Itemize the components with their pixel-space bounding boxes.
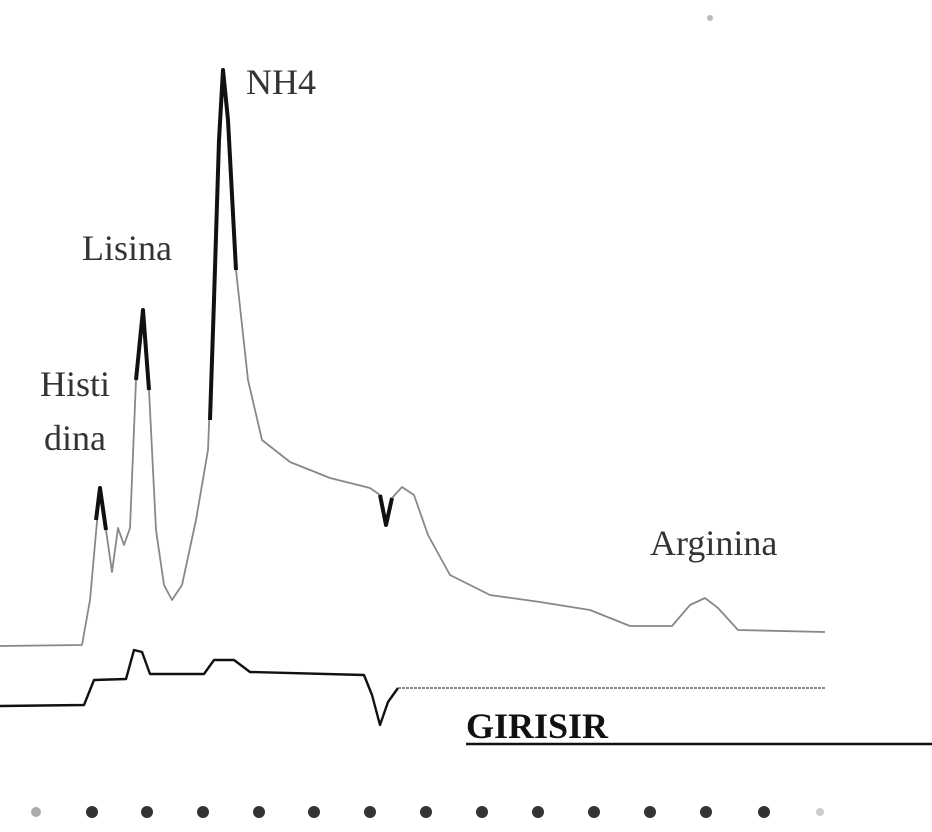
- dot: [588, 806, 600, 818]
- dot: [364, 806, 376, 818]
- dot: [700, 806, 712, 818]
- dot: [197, 806, 209, 818]
- dot-row: [31, 806, 824, 818]
- dot: [31, 807, 41, 817]
- dot: [532, 806, 544, 818]
- dot: [141, 806, 153, 818]
- speck: [707, 15, 713, 21]
- dot: [758, 806, 770, 818]
- dot: [644, 806, 656, 818]
- peak-label: Arginina: [650, 523, 777, 563]
- lower-trace: [0, 648, 399, 727]
- baseline-label: GIRISIR: [466, 706, 609, 746]
- dot: [308, 806, 320, 818]
- dot: [86, 806, 98, 818]
- dot: [420, 806, 432, 818]
- peak-label: Histi: [40, 364, 110, 404]
- peak-label: NH4: [246, 62, 316, 102]
- dot: [816, 808, 824, 816]
- peak-label: dina: [44, 418, 106, 458]
- dot: [253, 806, 265, 818]
- peak-label: Lisina: [82, 228, 172, 268]
- dot: [476, 806, 488, 818]
- peak-emphasis: [94, 68, 394, 531]
